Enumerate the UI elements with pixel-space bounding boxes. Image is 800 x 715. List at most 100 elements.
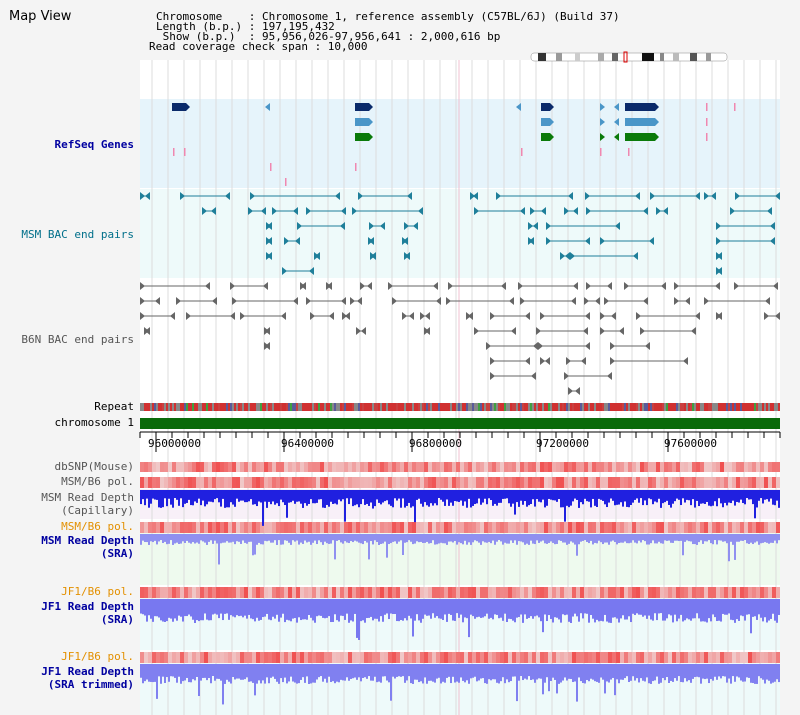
read-depth-bar	[482, 490, 484, 503]
polymorphism-cell	[332, 587, 336, 598]
read-depth-bar	[562, 599, 564, 615]
read-depth-bar	[248, 599, 250, 615]
polymorphism-cell	[600, 587, 604, 598]
b6n-bac-pair-end	[600, 312, 605, 320]
read-depth-bar	[310, 534, 312, 545]
read-depth-bar	[442, 599, 444, 621]
read-depth-bar	[390, 599, 392, 614]
repeat-segment	[258, 403, 260, 411]
polymorphism-cell	[220, 477, 224, 488]
read-depth-bar	[570, 534, 572, 542]
ideogram-band	[660, 53, 664, 61]
read-depth-bar	[476, 664, 478, 682]
read-depth-bar	[428, 534, 430, 544]
msm-bac-pair-end	[528, 222, 533, 230]
read-depth-bar	[662, 490, 664, 504]
repeat-segment	[536, 403, 538, 411]
polymorphism-cell	[196, 522, 200, 533]
polymorphism-cell	[536, 477, 540, 488]
read-depth-bar	[644, 664, 646, 682]
polymorphism-cell	[468, 477, 472, 488]
read-depth-bar	[742, 664, 744, 682]
repeat-segment	[384, 403, 386, 411]
b6n-bac-pair-end	[636, 312, 641, 320]
read-depth-bar	[762, 534, 764, 543]
repeat-segment	[254, 403, 256, 411]
repeat-segment	[394, 403, 396, 411]
repeat-segment	[400, 403, 402, 411]
read-depth-bar	[240, 599, 242, 616]
read-depth-bar	[676, 490, 678, 499]
polymorphism-cell	[548, 477, 552, 488]
read-depth-bar	[756, 534, 758, 542]
read-depth-bar	[426, 664, 428, 684]
read-depth-bar	[316, 534, 318, 545]
read-depth-bar	[654, 490, 656, 502]
b6n-bac-pair-end	[661, 282, 666, 290]
read-depth-bar	[606, 599, 608, 622]
polymorphism-cell	[436, 652, 440, 663]
read-depth-bar	[408, 490, 410, 503]
read-depth-bar	[160, 534, 162, 541]
polymorphism-cell	[480, 587, 484, 598]
read-depth-bar	[766, 490, 768, 500]
read-depth-bar	[538, 534, 540, 543]
read-depth-bar	[520, 534, 522, 542]
read-depth-bar	[206, 534, 208, 545]
b6n-bac-pair-end	[176, 297, 181, 305]
polymorphism-cell	[728, 587, 732, 598]
polymorphism-cell	[208, 462, 212, 472]
repeat-segment	[464, 403, 466, 411]
read-depth-bar	[522, 599, 524, 623]
polymorphism-cell	[324, 587, 328, 598]
read-depth-bar	[760, 534, 762, 544]
read-depth-bar	[250, 599, 252, 619]
read-depth-bar	[470, 490, 472, 508]
polymorphism-cell	[292, 587, 296, 598]
repeat-segment	[592, 403, 594, 411]
read-depth-bar	[146, 534, 148, 543]
polymorphism-cell	[400, 462, 404, 472]
read-depth-bar	[256, 599, 258, 618]
polymorphism-cell	[436, 587, 440, 598]
read-depth-bar	[596, 664, 598, 682]
read-depth-bar	[718, 664, 720, 677]
read-depth-bar	[266, 490, 268, 508]
repeat-segment	[754, 403, 756, 411]
read-depth-bar	[262, 534, 264, 545]
msm-bac-pair-end	[295, 237, 300, 245]
read-depth-bar	[648, 599, 650, 616]
msm-bac-pair-end	[403, 237, 408, 245]
read-depth-bar	[724, 534, 726, 542]
polymorphism-cell	[736, 652, 740, 663]
read-depth-bar	[404, 664, 406, 683]
read-depth-bar	[730, 664, 732, 684]
read-depth-bar	[570, 664, 572, 679]
polymorphism-cell	[212, 462, 216, 472]
polymorphism-cell	[564, 462, 568, 472]
read-depth-bar	[458, 664, 460, 683]
read-depth-bar	[726, 599, 728, 615]
polymorphism-cell	[200, 587, 204, 598]
polymorphism-cell	[416, 522, 420, 533]
read-depth-bar	[708, 534, 710, 541]
repeat-segment	[656, 403, 658, 411]
read-depth-bar	[536, 490, 538, 500]
read-depth-bar	[750, 534, 752, 543]
polymorphism-cell	[592, 522, 596, 533]
polymorphism-cell	[328, 462, 332, 472]
read-depth-bar	[184, 534, 186, 544]
read-depth-bar	[288, 490, 290, 503]
polymorphism-cell	[392, 522, 396, 533]
read-depth-bar	[620, 490, 622, 503]
polymorphism-cell	[216, 652, 220, 663]
polymorphism-cell	[504, 477, 508, 488]
read-depth-bar	[366, 664, 368, 679]
chromosome-label: chromosome 1	[54, 416, 134, 429]
polymorphism-cell	[692, 522, 696, 533]
read-depth-bar	[188, 490, 190, 500]
polymorphism-cell	[616, 587, 620, 598]
msm-b6-pol-label: MSM/B6 pol.	[61, 475, 134, 488]
read-depth-bar	[756, 490, 758, 508]
